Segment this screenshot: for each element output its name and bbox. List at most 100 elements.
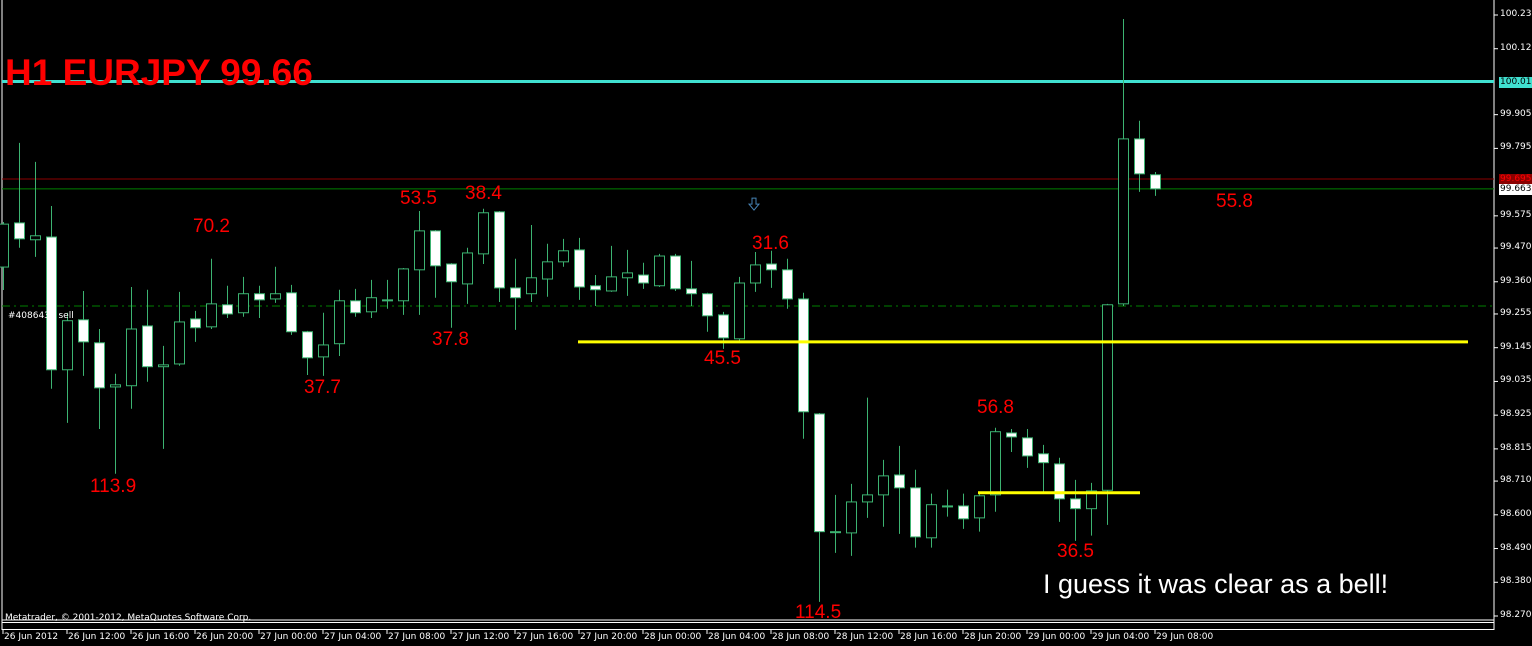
candle-body xyxy=(558,250,569,263)
candle-body xyxy=(110,384,121,388)
chart-frame xyxy=(1,0,1498,634)
candle-body xyxy=(254,293,265,301)
candle-body xyxy=(654,255,665,287)
candle xyxy=(782,258,793,309)
candle xyxy=(958,493,969,529)
candle-body xyxy=(462,252,473,285)
candle-body xyxy=(46,236,57,371)
candle xyxy=(478,208,489,264)
time-tick-label: 27 Jun 08:00 xyxy=(388,632,446,642)
candle-body xyxy=(574,249,585,288)
candle-body xyxy=(318,344,329,358)
candle xyxy=(94,328,105,429)
candle xyxy=(286,284,297,335)
price-tick-label: 99.905 xyxy=(1500,108,1532,119)
candle-body xyxy=(1086,490,1097,510)
candle xyxy=(1118,18,1129,306)
candle xyxy=(382,279,393,309)
candle-body xyxy=(1006,432,1017,438)
candle xyxy=(190,310,201,342)
candle-body xyxy=(142,325,153,368)
time-tick-label: 26 Jun 12:00 xyxy=(68,632,126,642)
candle-body xyxy=(958,505,969,520)
candle xyxy=(510,258,521,330)
price-tick-label: 100.230 xyxy=(1500,9,1532,19)
order-label: #4086432 sell xyxy=(8,311,74,321)
candle-body xyxy=(270,293,281,300)
candle xyxy=(254,285,265,318)
time-tick-label: 27 Jun 04:00 xyxy=(324,632,382,642)
candle-body xyxy=(862,494,873,503)
candle xyxy=(302,330,313,375)
time-tick-label: 28 Jun 08:00 xyxy=(772,632,830,642)
candle-body xyxy=(846,501,857,534)
candle-range-annotation: 55.8 xyxy=(1216,191,1253,212)
candle-body xyxy=(382,299,393,302)
candle-body xyxy=(446,263,457,283)
candle xyxy=(894,445,905,534)
candle-body xyxy=(286,292,297,333)
candle-body xyxy=(1102,304,1113,491)
price-tick-label: 100.120 xyxy=(1500,42,1532,53)
candle-body xyxy=(30,235,41,241)
trendlines[interactable] xyxy=(578,340,1468,495)
candle xyxy=(1086,482,1097,536)
candle-body xyxy=(686,288,697,295)
candle-body xyxy=(1022,437,1033,457)
candle-body xyxy=(334,300,345,345)
candle xyxy=(62,312,73,423)
candle xyxy=(366,279,377,318)
candle-range-annotation: 36.5 xyxy=(1057,541,1094,562)
candle-body xyxy=(638,274,649,284)
candle-body xyxy=(526,277,537,295)
price-marker-cyan: 100.013 xyxy=(1499,76,1532,88)
candle-body xyxy=(126,328,137,387)
price-tick-label: 99.145 xyxy=(1500,341,1532,352)
candle xyxy=(670,253,681,291)
candle xyxy=(206,258,217,329)
candle-body xyxy=(1118,138,1129,305)
candle-range-annotation: 45.5 xyxy=(704,348,741,369)
candle xyxy=(30,161,41,257)
time-tick-label: 27 Jun 00:00 xyxy=(260,632,318,642)
candle xyxy=(542,243,553,297)
candle xyxy=(350,288,361,317)
candle-body xyxy=(622,272,633,279)
candle-body xyxy=(1150,174,1161,190)
candle-body xyxy=(78,319,89,343)
time-tick-label: 26 Jun 2012 xyxy=(4,632,59,642)
candle-body xyxy=(606,276,617,292)
candle-body xyxy=(798,298,809,413)
candle xyxy=(526,225,537,303)
time-tick-label: 28 Jun 20:00 xyxy=(964,632,1022,642)
horizontal-levels xyxy=(2,80,1494,307)
price-tick-label: 99.470 xyxy=(1500,242,1532,253)
candle-body xyxy=(734,282,745,340)
candle-range-annotation: 56.8 xyxy=(977,397,1014,418)
candle xyxy=(606,245,617,292)
sell-arrow-icon xyxy=(747,197,761,211)
candle xyxy=(126,286,137,409)
candle-body xyxy=(542,261,553,280)
price-tick-label: 98.490 xyxy=(1500,542,1532,553)
candle-range-annotation: 113.9 xyxy=(90,476,137,497)
price-tick-label: 98.925 xyxy=(1500,409,1532,420)
candle-body xyxy=(942,505,953,508)
candle xyxy=(590,275,601,306)
candles xyxy=(0,18,1161,602)
candle-body xyxy=(174,321,185,365)
down-arrow-shape xyxy=(747,197,761,211)
candle xyxy=(318,312,329,376)
price-tick-label: 99.255 xyxy=(1500,307,1532,318)
price-tick-label: 99.360 xyxy=(1500,275,1532,286)
candle xyxy=(654,253,665,287)
candle-body xyxy=(1134,138,1145,175)
price-tick-label: 98.380 xyxy=(1500,576,1532,587)
candle xyxy=(78,290,89,376)
candle-body xyxy=(366,297,377,313)
candle-range-annotation: 114.5 xyxy=(795,602,842,623)
candle xyxy=(702,292,713,332)
comment-text: I guess it was clear as a bell! xyxy=(1043,569,1389,599)
price-tick-label: 99.035 xyxy=(1500,375,1532,386)
